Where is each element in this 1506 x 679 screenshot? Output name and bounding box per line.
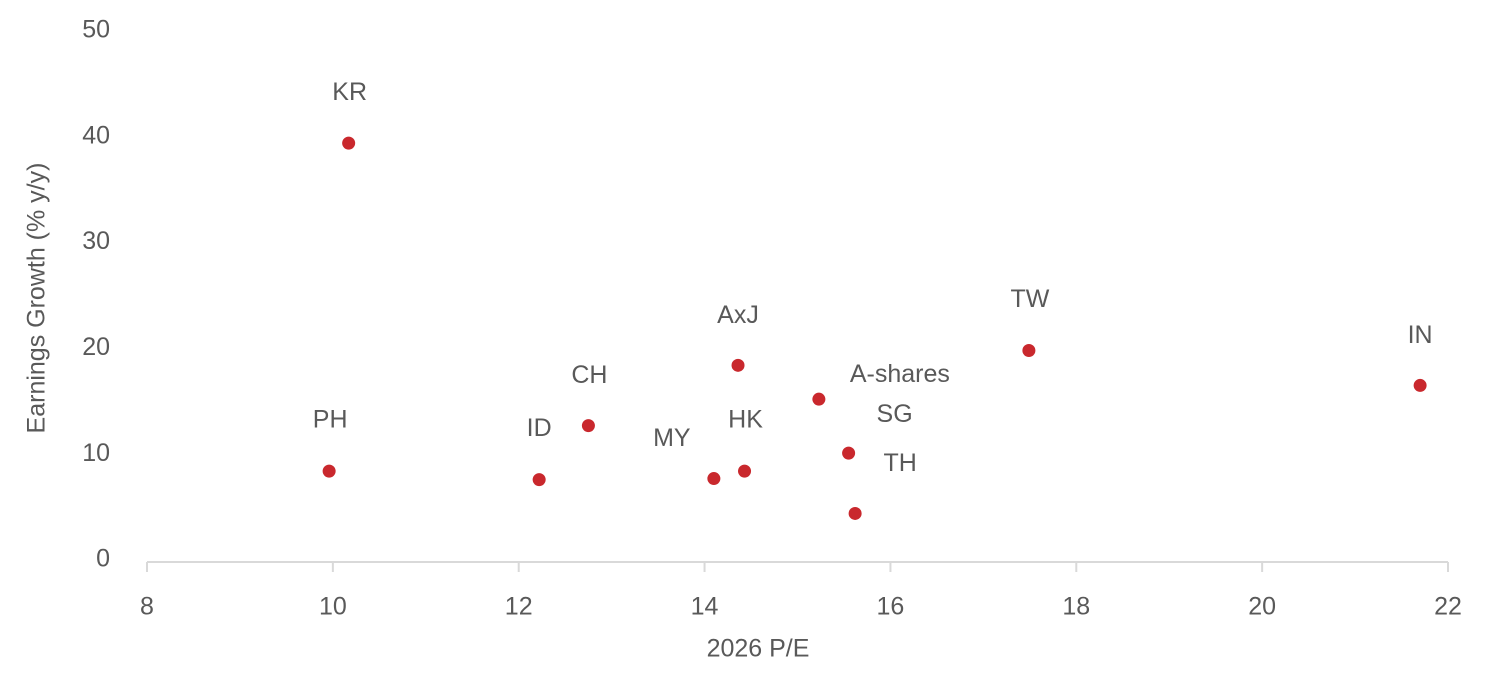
point [842, 446, 856, 460]
y-tick-label: 50 [82, 16, 110, 44]
point-label: AxJ [717, 301, 759, 329]
point [731, 358, 745, 372]
point-label: PH [313, 406, 348, 434]
point-label: IN [1408, 321, 1433, 349]
x-tick-label: 22 [1434, 593, 1462, 621]
point [848, 506, 862, 520]
y-tick-label: 30 [82, 227, 110, 255]
point [1022, 344, 1036, 358]
y-tick-label: 20 [82, 333, 110, 361]
point-label: CH [571, 361, 607, 389]
point [707, 472, 721, 486]
x-tick-label: 12 [505, 593, 533, 621]
x-tick-label: 8 [140, 593, 154, 621]
point [581, 419, 595, 433]
x-axis-title: 2026 P/E [707, 635, 810, 663]
point [738, 464, 752, 478]
point [342, 136, 356, 150]
point-label: MY [653, 424, 691, 452]
point [322, 464, 336, 478]
x-tick-label: 18 [1062, 593, 1090, 621]
y-tick-label: 0 [96, 545, 110, 573]
point-label: KR [332, 78, 367, 106]
x-tick-label: 20 [1248, 593, 1276, 621]
point-label: ID [527, 414, 552, 442]
point-label: A-shares [850, 360, 950, 388]
point-label: SG [877, 400, 913, 428]
point-label: HK [728, 406, 763, 434]
x-tick-label: 10 [319, 593, 347, 621]
point [532, 473, 546, 487]
x-tick-label: 16 [877, 593, 905, 621]
point [1413, 378, 1427, 392]
y-tick-label: 10 [82, 439, 110, 467]
x-tick-label: 14 [691, 593, 719, 621]
point-label: TW [1010, 285, 1049, 313]
y-axis-title: Earnings Growth (% y/y) [23, 163, 51, 434]
y-tick-label: 40 [82, 121, 110, 149]
point-label: TH [883, 449, 916, 477]
point [812, 392, 826, 406]
